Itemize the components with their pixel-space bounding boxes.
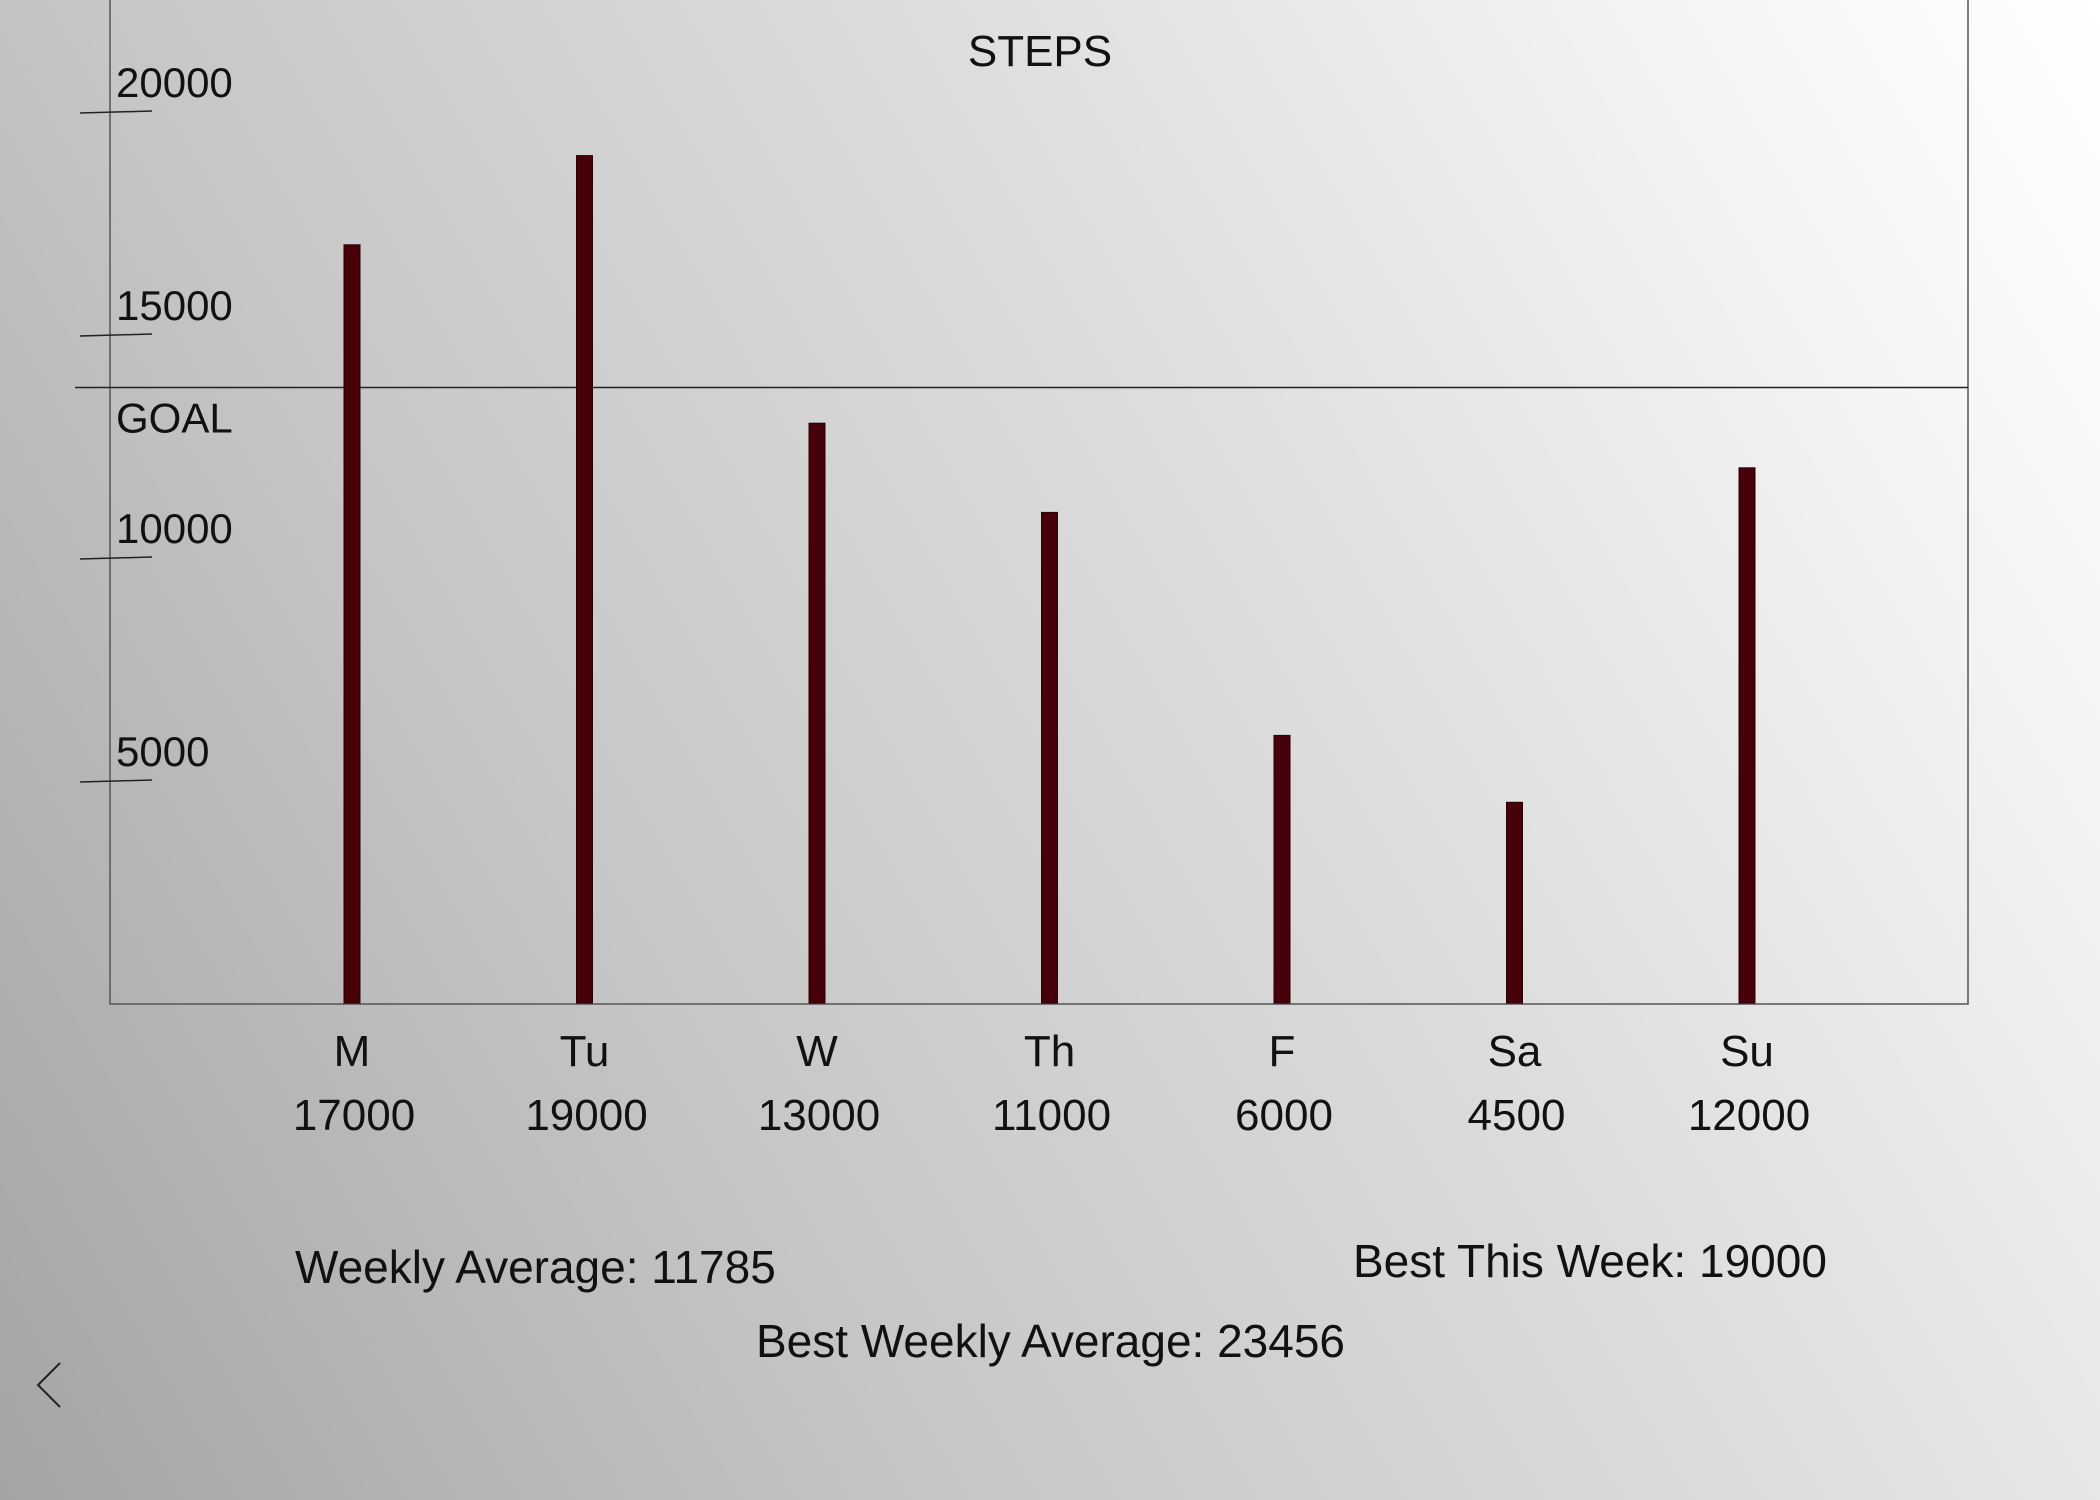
y-tick-mark	[79, 556, 153, 560]
day-label: F	[1269, 1027, 1296, 1076]
value-label: 19000	[525, 1091, 647, 1140]
day-label: Tu	[560, 1027, 610, 1076]
day-label: Th	[1024, 1027, 1075, 1076]
chevron-left-icon	[36, 1362, 61, 1408]
best-this-week: Best This Week: 19000	[1353, 1235, 1827, 1287]
y-tick-label: 20000	[116, 59, 233, 106]
back-button[interactable]	[22, 1355, 82, 1415]
day-label: M	[334, 1027, 371, 1076]
value-label: 4500	[1468, 1091, 1566, 1140]
value-label: 13000	[758, 1091, 880, 1140]
y-tick-label: 15000	[116, 282, 233, 329]
weekly-average: Weekly Average: 11785	[295, 1241, 776, 1293]
bar-w	[808, 422, 826, 1004]
bar-f	[1273, 734, 1291, 1004]
chart-title: STEPS	[968, 27, 1112, 76]
bar-th	[1041, 511, 1058, 1004]
chart-frame	[109, 0, 1969, 1005]
day-label: W	[796, 1027, 838, 1076]
day-label: Sa	[1488, 1027, 1542, 1076]
y-tick-label: 10000	[116, 505, 233, 552]
day-label: Su	[1720, 1027, 1774, 1076]
bar-su	[1738, 467, 1756, 1004]
value-label: 11000	[992, 1091, 1111, 1140]
best-weekly-average: Best Weekly Average: 23456	[756, 1315, 1346, 1367]
y-tick-label: 5000	[116, 728, 209, 775]
bar-tu	[576, 155, 593, 1004]
bar-m	[343, 244, 361, 1004]
value-label: 12000	[1688, 1091, 1810, 1140]
goal-label: GOAL	[116, 395, 233, 442]
value-label: 17000	[293, 1091, 415, 1140]
y-tick-mark	[79, 333, 153, 337]
value-label: 6000	[1235, 1091, 1333, 1140]
y-tick-mark	[79, 110, 153, 114]
bar-sa	[1506, 801, 1523, 1004]
y-tick-mark	[79, 779, 153, 783]
